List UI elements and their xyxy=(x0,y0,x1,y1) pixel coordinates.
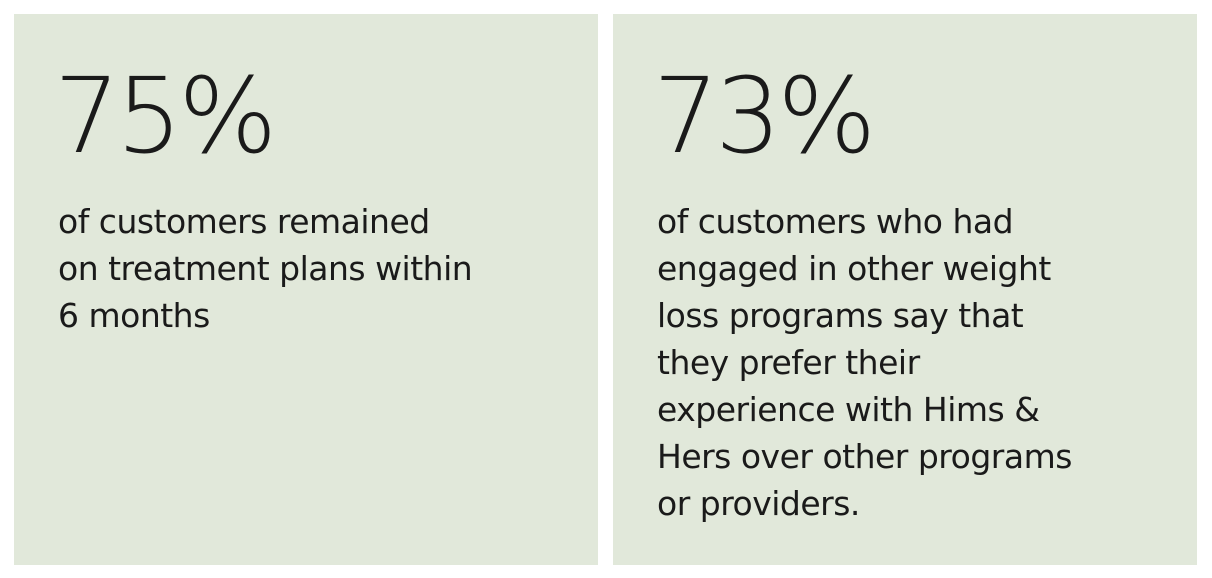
text-line: on treatment plans within xyxy=(58,249,473,288)
text-line: of customers who had xyxy=(657,202,1014,241)
text-line: loss programs say that xyxy=(657,296,1024,335)
stat-value: 75% xyxy=(54,55,277,177)
stat-card: 75% of customers remained on treatment pl… xyxy=(14,14,598,565)
text-line: they prefer their xyxy=(657,343,920,382)
stat-description: of customers who had engaged in other wei… xyxy=(657,198,1197,527)
text-line: 6 months xyxy=(58,296,210,335)
stat-card: 73% of customers who had engaged in other… xyxy=(613,14,1197,565)
text-line: Hers over other programs xyxy=(657,437,1072,476)
text-line: engaged in other weight xyxy=(657,249,1051,288)
text-line: of customers remained xyxy=(58,202,430,241)
text-line: or providers. xyxy=(657,484,860,523)
text-line: experience with Hims & xyxy=(657,390,1040,429)
stat-value: 73% xyxy=(653,55,876,177)
stat-description: of customers remained on treatment plans … xyxy=(58,198,598,339)
